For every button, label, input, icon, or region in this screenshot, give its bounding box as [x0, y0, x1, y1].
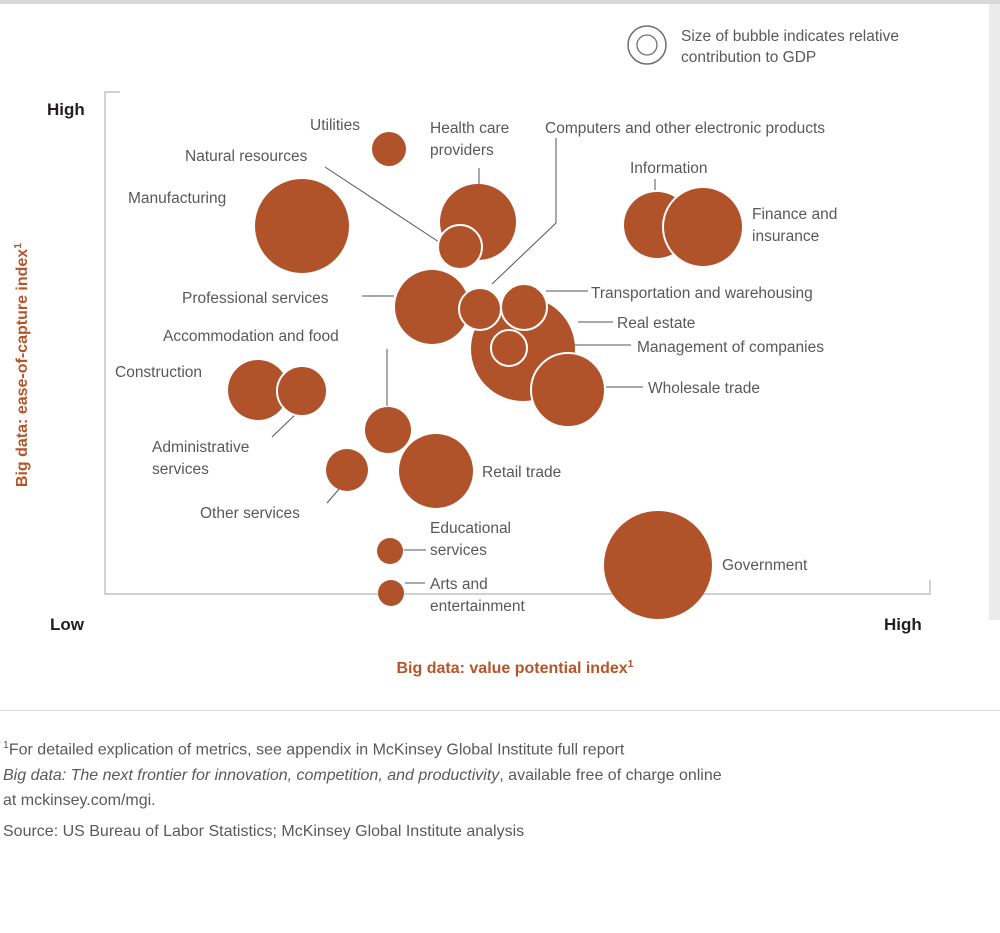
bubble-professional-services	[395, 270, 469, 344]
footnote-divider	[0, 710, 1000, 711]
y-axis-title-sup: 1	[11, 242, 24, 249]
y-axis-title: Big data: ease-of-capture index1	[12, 243, 32, 487]
connector-natural-resources	[324, 166, 443, 245]
label-retail-trade: Retail trade	[482, 464, 562, 481]
label-information: Information	[630, 160, 708, 177]
footnote-report-title: Big data: The next frontier for innovati…	[3, 766, 500, 784]
bubble-construction	[228, 360, 288, 420]
label-health-care-providers: Health care providers	[430, 120, 510, 159]
bubble-finance-insurance	[662, 186, 744, 268]
legend-text-line1: Size of bubble indicates relative	[681, 28, 899, 45]
label-government: Government	[722, 557, 808, 574]
label-wholesale-trade: Wholesale trade	[648, 380, 761, 397]
y-axis-high-label: High	[47, 100, 85, 119]
footnote-superscript: 1	[3, 739, 9, 751]
x-axis-high-label: High	[884, 615, 922, 634]
bubble-administrative-services	[276, 365, 328, 417]
x-axis-title-text: Big data: value potential index	[396, 660, 628, 678]
label-arts-entertainment: Arts and entertainment	[430, 576, 525, 615]
label-computers-electronics: Computers and other electronic products	[545, 120, 826, 137]
bubble-manufacturing	[255, 179, 349, 273]
bubble-accommodation-food	[365, 407, 411, 453]
label-finance-insurance: Finance and insurance	[752, 206, 838, 245]
bubble-government	[604, 511, 712, 619]
x-axis-title-sup: 1	[627, 657, 634, 670]
bubble-natural-resources	[437, 224, 483, 270]
label-utilities: Utilities	[310, 117, 360, 134]
label-other-services: Other services	[200, 505, 300, 522]
right-edge-strip	[989, 4, 1000, 620]
bubble-computers-electronics	[458, 287, 502, 331]
label-educational-services: Educational services	[430, 520, 512, 559]
footnote-line-1: 1For detailed explication of metrics, se…	[3, 739, 625, 759]
label-management-of-companies: Management of companies	[637, 339, 824, 356]
connector-other-services	[326, 487, 341, 504]
y-axis-title-text: Big data: ease-of-capture index	[14, 248, 32, 488]
footnote-line-3: at mckinsey.com/mgi.	[3, 792, 156, 810]
footnote-line-2: Big data: The next frontier for innovati…	[3, 766, 722, 784]
concentric-circles-icon	[627, 25, 667, 65]
legend-text: Size of bubble indicates relative contri…	[681, 21, 899, 68]
label-transportation-warehousing: Transportation and warehousing	[591, 285, 813, 302]
bubble-other-services	[326, 449, 368, 491]
bubble-wholesale-trade	[530, 352, 606, 428]
bubble-transportation-warehousing	[500, 283, 548, 331]
label-manufacturing: Manufacturing	[128, 190, 227, 207]
connector-administrative-services	[271, 412, 298, 438]
source-line: Source: US Bureau of Labor Statistics; M…	[3, 822, 525, 840]
footnote: 1For detailed explication of metrics, se…	[3, 733, 963, 844]
label-accommodation-food: Accommodation and food	[163, 328, 339, 345]
legend-text-line2: contribution to GDP	[681, 49, 817, 66]
bubble-management-of-companies	[490, 329, 528, 367]
bubble-educational-services	[377, 538, 403, 564]
label-real-estate: Real estate	[617, 315, 696, 332]
bubble-retail-trade	[399, 434, 473, 508]
axis-frame	[104, 91, 931, 595]
bubble-utilities	[372, 132, 406, 166]
label-administrative-services: Administrative services	[152, 439, 250, 478]
bubble-chart	[104, 91, 931, 619]
label-natural-resources: Natural resources	[185, 148, 308, 165]
x-axis-title: Big data: value potential index1	[397, 658, 634, 678]
bubble-size-legend: Size of bubble indicates relative contri…	[622, 21, 899, 68]
top-edge-bar	[0, 0, 1000, 4]
origin-low-label: Low	[50, 615, 84, 634]
connector-computers-electronics	[491, 138, 557, 285]
bubble-arts-entertainment	[378, 580, 404, 606]
label-construction: Construction	[115, 364, 203, 381]
label-professional-services: Professional services	[182, 290, 329, 307]
